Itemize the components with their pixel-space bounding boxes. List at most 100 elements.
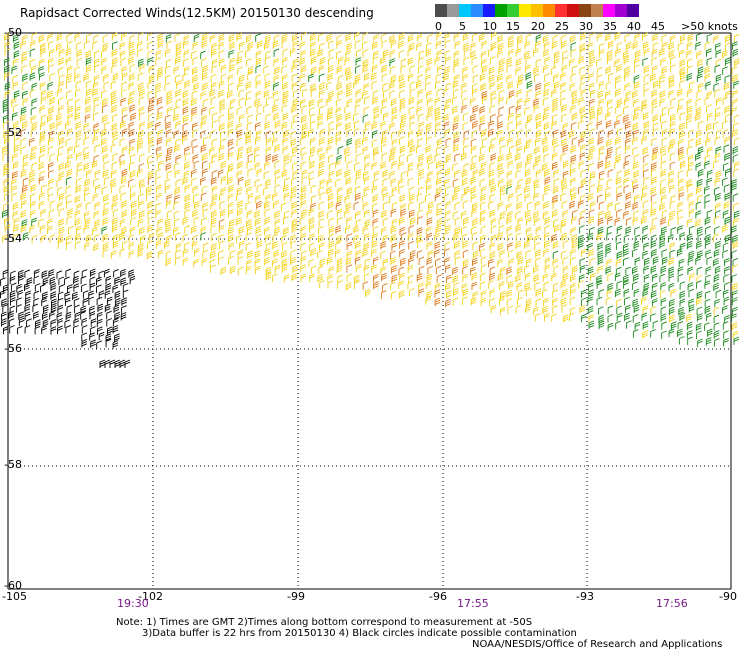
wind-barb bbox=[265, 272, 272, 281]
wind-barb bbox=[453, 282, 460, 291]
wind-barb bbox=[326, 256, 333, 265]
wind-barb bbox=[121, 145, 128, 155]
wind-barb bbox=[300, 65, 307, 74]
wind-barb bbox=[29, 58, 36, 68]
wind-barb bbox=[146, 32, 153, 42]
wind-barb bbox=[697, 120, 704, 130]
wind-barb bbox=[587, 296, 593, 305]
wind-barb bbox=[121, 89, 127, 98]
wind-barb bbox=[337, 74, 344, 84]
wind-barb bbox=[723, 296, 730, 305]
wind-barb bbox=[201, 185, 208, 194]
wind-barb bbox=[650, 329, 656, 338]
wind-barb bbox=[353, 234, 360, 244]
wind-barb bbox=[435, 121, 441, 131]
wind-barb bbox=[704, 240, 711, 249]
wind-barb bbox=[58, 74, 65, 83]
wind-barb bbox=[444, 33, 451, 42]
wind-barb bbox=[579, 257, 586, 267]
wind-barb bbox=[111, 104, 118, 114]
wind-barb bbox=[408, 138, 414, 148]
wind-barb bbox=[317, 250, 323, 259]
wind-barb bbox=[443, 160, 449, 170]
wind-barb bbox=[462, 200, 469, 209]
wind-barb bbox=[436, 32, 442, 41]
wind-barb bbox=[202, 64, 208, 74]
wind-barb bbox=[551, 272, 557, 282]
wind-barb bbox=[56, 88, 63, 97]
wind-barb bbox=[390, 74, 397, 84]
wind-barb bbox=[634, 81, 640, 90]
wind-barb bbox=[39, 192, 45, 201]
wind-barb bbox=[10, 297, 16, 306]
wind-barb bbox=[587, 282, 594, 291]
wind-barb bbox=[517, 74, 524, 83]
wind-barb bbox=[237, 66, 243, 76]
wind-barb bbox=[210, 96, 217, 105]
wind-barb bbox=[84, 186, 90, 195]
wind-barb bbox=[166, 210, 173, 219]
wind-barb bbox=[668, 42, 675, 51]
wind-barb bbox=[76, 49, 83, 58]
wind-barb bbox=[598, 201, 605, 210]
wind-barb bbox=[29, 170, 36, 179]
wind-barb bbox=[264, 56, 271, 65]
wind-barb bbox=[57, 234, 64, 243]
wind-barb bbox=[299, 216, 306, 225]
wind-barb bbox=[400, 203, 407, 212]
wind-barb bbox=[255, 136, 261, 145]
wind-barb bbox=[317, 274, 324, 283]
wind-barb bbox=[688, 161, 694, 171]
wind-barb bbox=[634, 321, 641, 331]
wind-barb bbox=[83, 146, 89, 156]
wind-barb bbox=[11, 98, 17, 107]
wind-barb bbox=[471, 88, 478, 97]
wind-barb bbox=[274, 226, 280, 235]
wind-barb bbox=[335, 249, 341, 258]
wind-barb bbox=[391, 265, 397, 274]
wind-barb bbox=[121, 297, 127, 306]
wind-barb bbox=[75, 106, 81, 115]
wind-barb bbox=[4, 192, 10, 201]
wind-barb bbox=[704, 280, 711, 289]
wind-barb bbox=[192, 66, 198, 76]
wind-barb bbox=[139, 226, 145, 235]
wind-barb bbox=[319, 178, 326, 188]
wind-barb bbox=[596, 58, 602, 67]
wind-barb bbox=[624, 145, 631, 154]
wind-barb bbox=[13, 233, 19, 243]
wind-barb bbox=[33, 268, 40, 278]
wind-barb bbox=[273, 57, 279, 67]
wind-barb bbox=[697, 82, 704, 92]
wind-barb bbox=[425, 145, 432, 154]
wind-barb bbox=[319, 280, 325, 289]
wind-barb bbox=[697, 58, 703, 68]
wind-barb bbox=[202, 152, 208, 162]
wind-barb bbox=[680, 72, 686, 81]
wind-barb bbox=[623, 234, 630, 243]
wind-barb bbox=[49, 73, 55, 82]
wind-barb bbox=[515, 224, 522, 233]
wind-barb bbox=[679, 290, 686, 300]
wind-barb bbox=[101, 186, 108, 195]
wind-barb bbox=[175, 89, 181, 98]
wind-barb bbox=[623, 105, 629, 115]
wind-barb bbox=[318, 225, 324, 235]
wind-barb bbox=[182, 72, 188, 82]
wind-barb bbox=[542, 97, 549, 106]
wind-barb bbox=[354, 280, 360, 290]
wind-barb bbox=[129, 34, 135, 44]
wind-barb bbox=[65, 120, 71, 130]
wind-barb bbox=[112, 325, 119, 334]
wind-barb bbox=[102, 217, 109, 226]
wind-barb bbox=[119, 359, 126, 368]
wind-barb bbox=[597, 90, 604, 99]
wind-barb bbox=[33, 311, 39, 320]
wind-barb bbox=[229, 265, 236, 275]
wind-barb bbox=[274, 264, 281, 274]
wind-barb bbox=[111, 48, 118, 58]
wind-barb bbox=[346, 216, 352, 225]
wind-barb bbox=[416, 234, 422, 244]
wind-barb bbox=[525, 33, 532, 43]
wind-barb bbox=[353, 80, 359, 89]
